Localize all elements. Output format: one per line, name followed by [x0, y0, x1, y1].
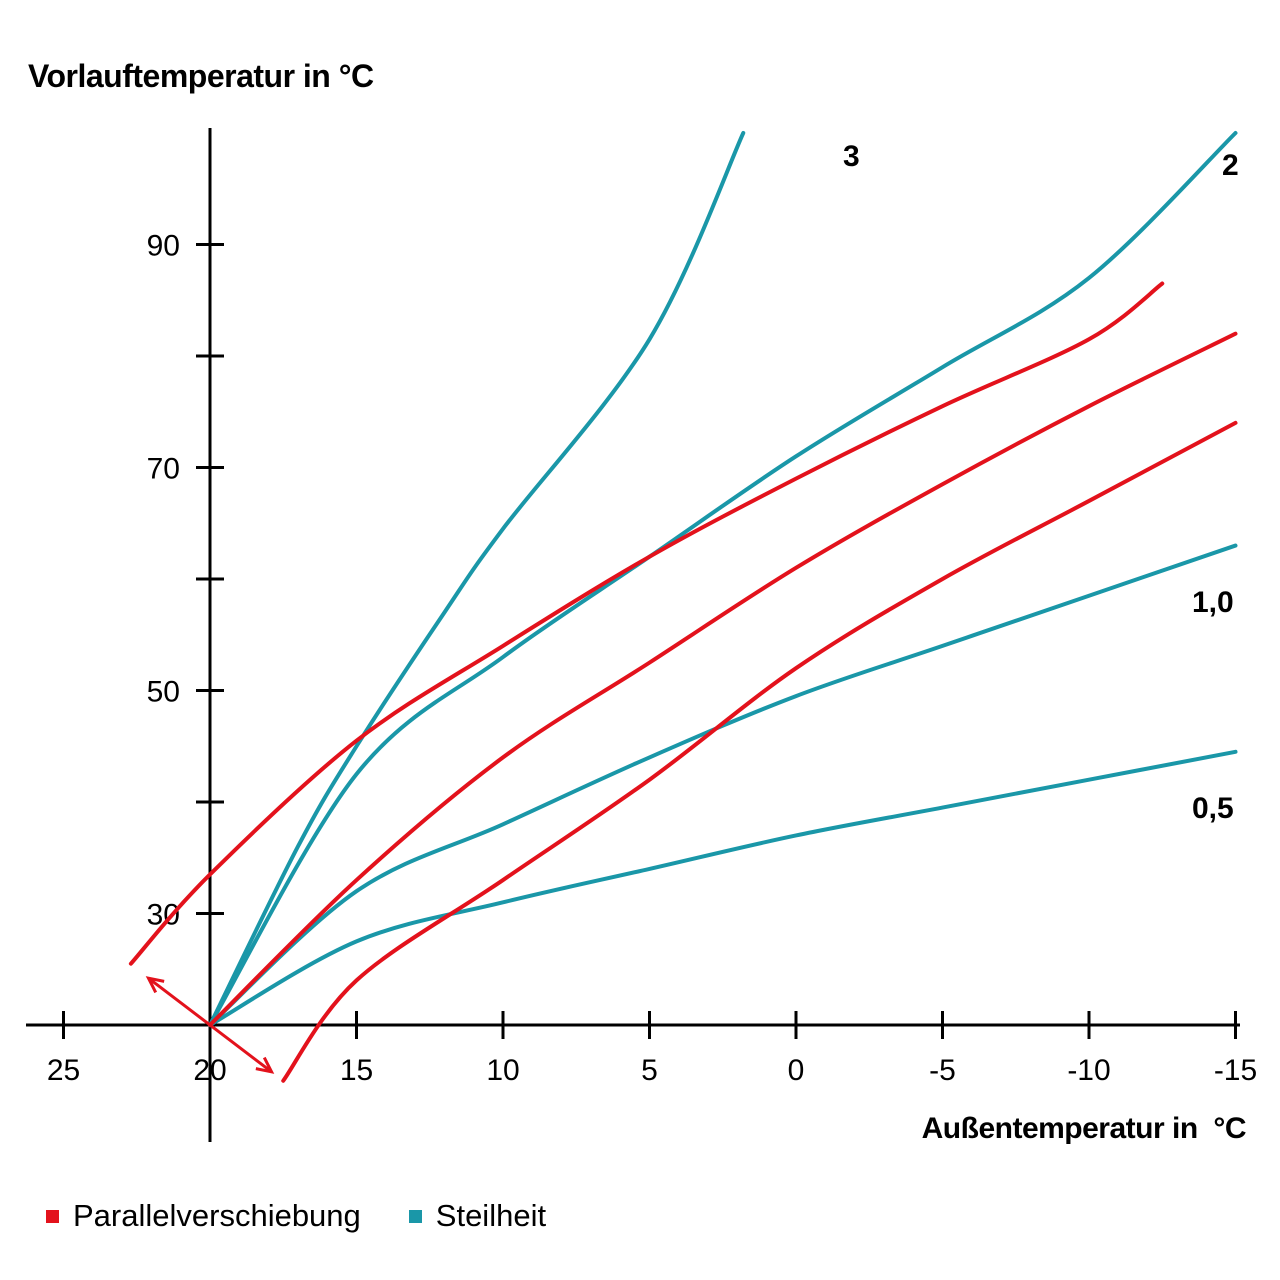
- parallelverschiebung-curve: [281, 420, 1238, 1083]
- y-tick-label: 70: [147, 453, 180, 486]
- x-tick-label: 15: [340, 1054, 373, 1087]
- steilheit-curve-0-5: [208, 749, 1238, 1027]
- legend-label: Steilheit: [435, 1198, 547, 1233]
- curve-label: 2: [1222, 149, 1239, 182]
- x-tick-label: -10: [1067, 1054, 1110, 1087]
- x-axis-title: Außentemperatur in °C: [921, 1112, 1247, 1145]
- legend-item-parallelverschiebung: Parallelverschiebung: [46, 1198, 361, 1234]
- steilheit-curve-1-0: [208, 543, 1238, 1027]
- legend: Parallelverschiebung Steilheit: [46, 1198, 546, 1234]
- y-tick-label: 50: [147, 676, 180, 709]
- shift-arrow-head-left: [145, 976, 165, 994]
- x-tick-label: 25: [47, 1054, 80, 1087]
- shift-arrow-line: [147, 976, 273, 1074]
- curve-label: 0,5: [1192, 792, 1234, 825]
- y-tick-label: 90: [147, 230, 180, 263]
- parallelverschiebung-curve: [128, 281, 1165, 966]
- x-tick-label: 20: [193, 1054, 226, 1087]
- x-tick-label: 0: [788, 1054, 805, 1087]
- legend-swatch-red: [46, 1209, 59, 1223]
- x-tick-label: -15: [1214, 1054, 1257, 1087]
- steilheit-curve-3: [208, 131, 746, 1027]
- curve-label: 3: [843, 140, 860, 173]
- y-axis-title: Vorlauftemperatur in °C: [28, 58, 374, 94]
- x-tick-label: 10: [486, 1054, 519, 1087]
- x-tick-label: -5: [929, 1054, 956, 1087]
- curve-label: 1,0: [1192, 586, 1234, 619]
- shift-arrow-head-right: [255, 1056, 275, 1074]
- x-tick-label: 5: [641, 1054, 658, 1087]
- legend-item-steilheit: Steilheit: [408, 1198, 547, 1234]
- legend-label: Parallelverschiebung: [73, 1198, 361, 1233]
- parallelverschiebung-curve: [208, 331, 1238, 1027]
- legend-swatch-teal: [408, 1209, 422, 1223]
- steilheit-curve-2: [208, 131, 1238, 1027]
